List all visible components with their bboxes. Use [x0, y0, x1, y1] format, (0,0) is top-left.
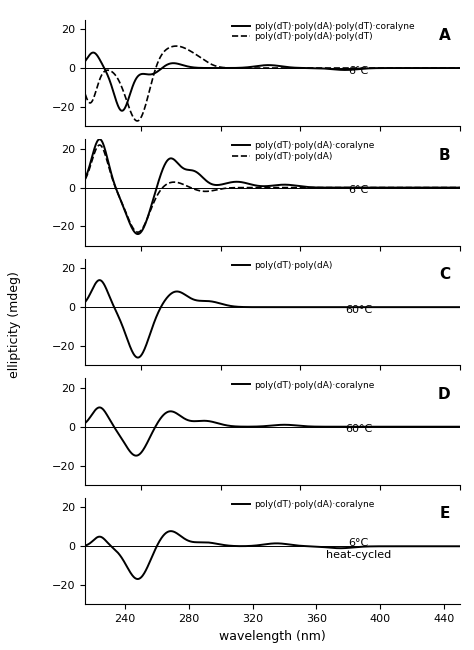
- poly(dT)·poly(dA)·poly(dT): [82, 90, 88, 98]
- Text: ellipticity (mdeg): ellipticity (mdeg): [8, 272, 21, 378]
- Line: poly(dT)·poly(dA): poly(dT)·poly(dA): [85, 280, 460, 358]
- poly(dT)·poly(dA): [375, 184, 381, 192]
- poly(dT)·poly(dA)·coralyne: [457, 184, 463, 192]
- Text: 60°C: 60°C: [345, 305, 372, 315]
- poly(dT)·poly(dA)·coralyne: [135, 575, 141, 583]
- X-axis label: wavelength (nm): wavelength (nm): [219, 630, 326, 643]
- poly(dT)·poly(dA)·poly(dT)·coralyne: [82, 57, 88, 65]
- poly(dT)·poly(dA)·coralyne: [375, 422, 381, 430]
- poly(dT)·poly(dA)·poly(dT): [235, 64, 240, 72]
- poly(dT)·poly(dA)·poly(dT)·coralyne: [375, 64, 381, 72]
- poly(dT)·poly(dA)·poly(dT): [375, 64, 381, 72]
- poly(dT)·poly(dA): [235, 303, 240, 311]
- Line: poly(dT)·poly(dA)·coralyne: poly(dT)·poly(dA)·coralyne: [85, 408, 460, 456]
- poly(dT)·poly(dA)·poly(dT)·coralyne: [235, 64, 240, 72]
- poly(dT)·poly(dA): [97, 276, 102, 284]
- poly(dT)·poly(dA)·coralyne: [235, 178, 240, 186]
- poly(dT)·poly(dA): [382, 304, 388, 311]
- poly(dT)·poly(dA)·coralyne: [340, 422, 346, 430]
- poly(dT)·poly(dA)·poly(dT): [340, 64, 346, 72]
- poly(dT)·poly(dA)·poly(dT)·coralyne: [457, 64, 463, 72]
- poly(dT)·poly(dA)·coralyne: [457, 542, 463, 550]
- poly(dT)·poly(dA)·coralyne: [340, 544, 346, 552]
- poly(dT)·poly(dA)·poly(dT)·coralyne: [340, 66, 346, 74]
- Text: E: E: [440, 506, 450, 521]
- poly(dT)·poly(dA)·coralyne: [168, 527, 173, 535]
- poly(dT)·poly(dA): [382, 184, 388, 192]
- Text: C: C: [439, 267, 450, 282]
- poly(dT)·poly(dA)·poly(dT): [135, 117, 140, 125]
- poly(dT)·poly(dA): [457, 304, 463, 311]
- poly(dT)·poly(dA)·coralyne: [135, 230, 141, 238]
- poly(dT)·poly(dA): [375, 304, 381, 311]
- Text: 6°C: 6°C: [348, 185, 369, 195]
- poly(dT)·poly(dA)·coralyne: [340, 184, 346, 192]
- poly(dT)·poly(dA): [248, 184, 254, 192]
- poly(dT)·poly(dA): [121, 326, 127, 334]
- Line: poly(dT)·poly(dA)·poly(dT): poly(dT)·poly(dA)·poly(dT): [85, 46, 460, 121]
- poly(dT)·poly(dA)·poly(dT)·coralyne: [91, 49, 96, 57]
- Text: A: A: [438, 28, 450, 43]
- poly(dT)·poly(dA): [457, 184, 463, 192]
- Text: 60°C: 60°C: [345, 424, 372, 434]
- Text: 6°C
heat-cycled: 6°C heat-cycled: [326, 538, 392, 560]
- poly(dT)·poly(dA)·poly(dT): [457, 64, 463, 72]
- Text: D: D: [438, 387, 450, 402]
- poly(dT)·poly(dA)·coralyne: [82, 174, 88, 182]
- Legend: poly(dT)·poly(dA)·poly(dT)·coralyne, poly(dT)·poly(dA)·poly(dT): poly(dT)·poly(dA)·poly(dT)·coralyne, pol…: [232, 22, 414, 41]
- poly(dT)·poly(dA)·coralyne: [382, 542, 388, 550]
- poly(dT)·poly(dA): [82, 176, 88, 183]
- Text: 6°C: 6°C: [348, 66, 369, 76]
- poly(dT)·poly(dA)·coralyne: [82, 419, 88, 427]
- poly(dT)·poly(dA)·coralyne: [382, 184, 388, 192]
- Text: B: B: [439, 148, 450, 162]
- poly(dT)·poly(dA)·coralyne: [134, 452, 139, 460]
- poly(dT)·poly(dA)·poly(dT): [173, 42, 179, 50]
- Line: poly(dT)·poly(dA)·coralyne: poly(dT)·poly(dA)·coralyne: [85, 139, 460, 234]
- poly(dT)·poly(dA): [135, 354, 141, 361]
- Legend: poly(dT)·poly(dA): poly(dT)·poly(dA): [232, 261, 332, 270]
- poly(dT)·poly(dA)·coralyne: [457, 422, 463, 430]
- poly(dT)·poly(dA): [340, 184, 346, 192]
- poly(dT)·poly(dA)·coralyne: [121, 557, 127, 565]
- Legend: poly(dT)·poly(dA)·coralyne: poly(dT)·poly(dA)·coralyne: [232, 500, 374, 509]
- poly(dT)·poly(dA)·coralyne: [97, 404, 102, 411]
- Line: poly(dT)·poly(dA): poly(dT)·poly(dA): [85, 145, 460, 232]
- poly(dT)·poly(dA)·coralyne: [121, 205, 127, 213]
- Legend: poly(dT)·poly(dA)·coralyne, poly(dT)·poly(dA): poly(dT)·poly(dA)·coralyne, poly(dT)·pol…: [232, 142, 374, 161]
- poly(dT)·poly(dA)·poly(dT)·coralyne: [248, 63, 254, 71]
- poly(dT)·poly(dA): [82, 298, 88, 305]
- poly(dT)·poly(dA)·poly(dT)·coralyne: [121, 105, 127, 113]
- poly(dT)·poly(dA)·poly(dT): [382, 64, 388, 72]
- poly(dT)·poly(dA)·coralyne: [235, 422, 240, 430]
- poly(dT)·poly(dA)·coralyne: [235, 542, 240, 550]
- Legend: poly(dT)·poly(dA)·coralyne: poly(dT)·poly(dA)·coralyne: [232, 380, 374, 389]
- poly(dT)·poly(dA)·poly(dT): [248, 64, 254, 72]
- poly(dT)·poly(dA): [235, 184, 240, 192]
- poly(dT)·poly(dA)·poly(dT)·coralyne: [382, 64, 388, 72]
- poly(dT)·poly(dA)·coralyne: [375, 542, 381, 550]
- poly(dT)·poly(dA)·coralyne: [375, 184, 381, 192]
- poly(dT)·poly(dA)·coralyne: [97, 135, 102, 143]
- poly(dT)·poly(dA)·coralyne: [248, 422, 254, 430]
- poly(dT)·poly(dA): [121, 203, 127, 211]
- poly(dT)·poly(dA): [135, 228, 141, 236]
- Line: poly(dT)·poly(dA)·poly(dT)·coralyne: poly(dT)·poly(dA)·poly(dT)·coralyne: [85, 53, 460, 110]
- poly(dT)·poly(dA)·poly(dT): [121, 88, 127, 96]
- poly(dT)·poly(dA): [248, 304, 254, 311]
- poly(dT)·poly(dA): [97, 141, 102, 149]
- poly(dT)·poly(dA)·poly(dT)·coralyne: [119, 107, 125, 114]
- poly(dT)·poly(dA)·coralyne: [248, 181, 254, 188]
- Line: poly(dT)·poly(dA)·coralyne: poly(dT)·poly(dA)·coralyne: [85, 531, 460, 579]
- poly(dT)·poly(dA)·coralyne: [121, 438, 127, 446]
- poly(dT)·poly(dA)·coralyne: [82, 541, 88, 549]
- poly(dT)·poly(dA)·coralyne: [248, 542, 254, 550]
- poly(dT)·poly(dA): [340, 304, 346, 311]
- poly(dT)·poly(dA)·coralyne: [382, 422, 388, 430]
